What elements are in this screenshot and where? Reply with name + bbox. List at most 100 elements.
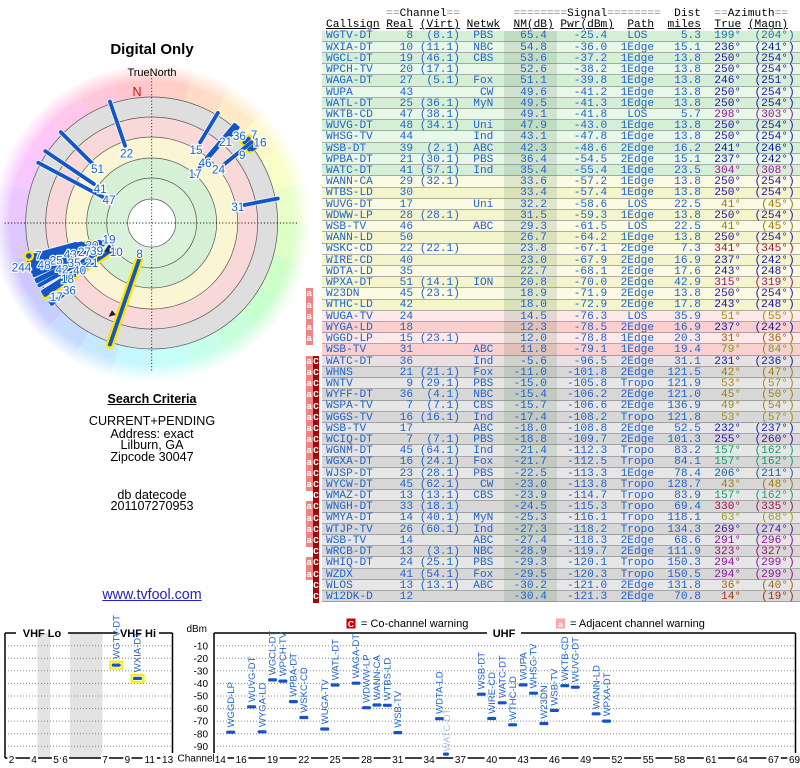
svg-text:WUGA-TV: WUGA-TV <box>320 679 331 725</box>
svg-text:2: 2 <box>9 755 15 766</box>
svg-text:WKTB-CD: WKTB-CD <box>560 636 571 680</box>
svg-text:WHSG-TV: WHSG-TV <box>529 643 540 689</box>
svg-text:-70: -70 <box>194 717 209 728</box>
svg-text:WATC-DT: WATC-DT <box>497 655 508 698</box>
svg-text:34: 34 <box>424 755 436 766</box>
svg-text:17: 17 <box>188 167 201 181</box>
svg-text:-90: -90 <box>194 742 209 753</box>
svg-text:48: 48 <box>38 258 52 272</box>
svg-text:WTHC-LD: WTHC-LD <box>508 676 519 720</box>
svg-text:36: 36 <box>233 129 247 143</box>
svg-text:49: 49 <box>580 755 592 766</box>
svg-text:69: 69 <box>789 755 800 766</box>
svg-text:31: 31 <box>231 200 244 214</box>
svg-text:25: 25 <box>330 755 342 766</box>
svg-text:11: 11 <box>145 755 156 766</box>
svg-text:46: 46 <box>549 755 561 766</box>
svg-text:15: 15 <box>189 143 203 157</box>
svg-text:UHF: UHF <box>493 628 516 640</box>
svg-text:47: 47 <box>102 193 115 207</box>
svg-text:W23DN: W23DN <box>539 685 550 718</box>
svg-text:27: 27 <box>78 245 91 259</box>
svg-text:WATL-DT: WATL-DT <box>330 639 341 680</box>
svg-text:WGGD-LP: WGGD-LP <box>226 682 237 727</box>
svg-text:13: 13 <box>162 755 174 766</box>
svg-text:22: 22 <box>120 146 133 160</box>
svg-text:25: 25 <box>50 253 64 267</box>
svg-text:9: 9 <box>239 148 246 162</box>
svg-text:WSKC-CD: WSKC-CD <box>299 667 310 713</box>
svg-text:WSB-TV: WSB-TV <box>393 690 404 728</box>
svg-text:21: 21 <box>85 256 98 270</box>
svg-text:WAGA-DT: WAGA-DT <box>351 634 362 679</box>
svg-text:WGTV-DT: WGTV-DT <box>111 615 122 659</box>
svg-text:WPCH-TV: WPCH-TV <box>278 631 289 676</box>
svg-text:WUPA: WUPA <box>518 652 529 680</box>
svg-text:-50: -50 <box>194 692 209 703</box>
svg-text:21: 21 <box>219 135 232 149</box>
svg-text:WANN-CA: WANN-CA <box>372 655 383 701</box>
svg-text:7: 7 <box>35 249 42 263</box>
svg-text:WDTA-LD: WDTA-LD <box>435 671 446 714</box>
svg-text:17: 17 <box>50 290 63 304</box>
svg-text:16: 16 <box>236 755 248 766</box>
svg-text:43: 43 <box>518 755 530 766</box>
svg-text:55: 55 <box>643 755 655 766</box>
svg-text:22: 22 <box>298 755 310 766</box>
svg-text:58: 58 <box>674 755 686 766</box>
svg-text:= Co-channel warning: = Co-channel warning <box>361 618 468 630</box>
svg-text:43: 43 <box>64 248 78 262</box>
svg-text:5: 5 <box>53 755 59 766</box>
svg-text:52: 52 <box>611 755 623 766</box>
svg-text:40: 40 <box>486 755 498 766</box>
svg-text:61: 61 <box>705 755 717 766</box>
svg-text:WATC-DT: WATC-DT <box>442 709 453 752</box>
svg-text:-30: -30 <box>194 666 209 677</box>
svg-text:36: 36 <box>63 283 77 297</box>
svg-text:WPBA-DT: WPBA-DT <box>289 653 300 697</box>
svg-text:8: 8 <box>136 247 143 261</box>
svg-text:VHF Lo: VHF Lo <box>23 628 62 640</box>
svg-text:WPXA-DT: WPXA-DT <box>602 672 613 716</box>
svg-text:19: 19 <box>102 233 115 247</box>
svg-text:35: 35 <box>68 256 82 270</box>
svg-text:-40: -40 <box>194 679 209 690</box>
svg-text:10: 10 <box>110 245 124 259</box>
svg-text:244: 244 <box>12 261 32 275</box>
svg-text:46: 46 <box>198 156 212 170</box>
svg-text:7: 7 <box>102 755 108 766</box>
svg-text:WANN-LD: WANN-LD <box>591 665 602 709</box>
svg-text:= Adjacent channel warning: = Adjacent channel warning <box>570 618 705 630</box>
svg-text:6: 6 <box>62 755 68 766</box>
svg-text:20: 20 <box>85 238 99 252</box>
svg-text:C: C <box>348 619 354 629</box>
svg-text:WSB-TV: WSB-TV <box>550 668 561 706</box>
svg-text:19: 19 <box>267 755 279 766</box>
svg-text:28: 28 <box>361 755 373 766</box>
svg-text:WIRE-CD: WIRE-CD <box>487 672 498 714</box>
svg-text:Channel: Channel <box>178 754 215 765</box>
svg-text:-60: -60 <box>194 704 209 715</box>
svg-text:-20: -20 <box>194 654 209 665</box>
svg-text:39: 39 <box>90 244 103 258</box>
svg-text:40: 40 <box>73 264 87 278</box>
svg-text:-10: -10 <box>194 641 209 652</box>
svg-text:WUVG-DT: WUVG-DT <box>247 656 258 702</box>
svg-text:16: 16 <box>253 136 267 150</box>
svg-text:a: a <box>558 619 563 629</box>
svg-text:37: 37 <box>455 755 467 766</box>
svg-text:4: 4 <box>31 755 37 766</box>
svg-text:WSB-DT: WSB-DT <box>477 652 488 690</box>
svg-text:24: 24 <box>212 163 226 177</box>
svg-text:WDWW-LP: WDWW-LP <box>362 655 373 703</box>
svg-text:41: 41 <box>94 182 107 196</box>
svg-text:WXIA-DT: WXIA-DT <box>133 632 144 672</box>
svg-text:WGCL-DT: WGCL-DT <box>268 631 279 676</box>
svg-text:67: 67 <box>768 755 780 766</box>
svg-text:-80: -80 <box>194 729 209 740</box>
svg-text:18: 18 <box>61 272 75 286</box>
svg-text:42: 42 <box>55 263 68 277</box>
svg-text:9: 9 <box>125 755 131 766</box>
svg-text:dBm: dBm <box>186 624 207 635</box>
svg-text:51: 51 <box>91 162 104 176</box>
